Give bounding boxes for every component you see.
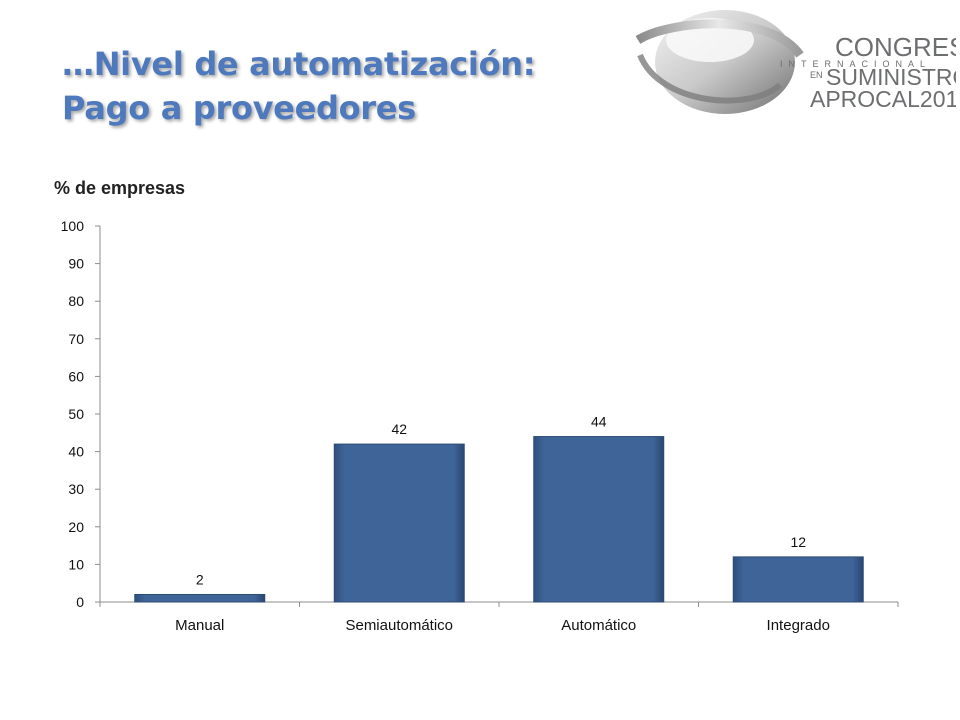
slide-title-line1: …Nivel de automatización: xyxy=(62,45,536,83)
data-label: 2 xyxy=(196,571,204,587)
y-tick-label: 10 xyxy=(68,556,84,572)
data-label: 12 xyxy=(790,534,806,550)
logo-word-suministros: SUMINISTROS xyxy=(826,64,956,90)
chart-title: % de empresas xyxy=(54,178,186,198)
congreso-logo: CONGRESO INTERNACIONAL EN SUMINISTROS AP… xyxy=(630,0,956,118)
x-tick-label: Automático xyxy=(561,617,636,634)
y-tick-label: 50 xyxy=(68,406,84,422)
y-tick-label: 20 xyxy=(68,519,84,535)
slide-title-line2: Pago a proveedores xyxy=(62,89,416,127)
globe-emblem-icon xyxy=(635,10,804,114)
logo-word-en: EN xyxy=(810,70,823,80)
y-tick-label: 60 xyxy=(68,368,84,384)
x-tick-label: Integrado xyxy=(767,617,830,634)
y-tick-label: 80 xyxy=(68,293,84,309)
data-label: 44 xyxy=(591,414,607,430)
bar xyxy=(533,436,665,603)
x-tick-label: Semiautomático xyxy=(345,617,453,634)
x-tick-label: Manual xyxy=(175,617,224,634)
slide-title: …Nivel de automatización: Pago a proveed… xyxy=(62,42,536,130)
y-tick-label: 90 xyxy=(68,256,84,272)
bar xyxy=(333,443,465,603)
data-label: 42 xyxy=(391,421,407,437)
y-tick-label: 100 xyxy=(61,218,85,234)
y-tick-label: 0 xyxy=(76,594,84,610)
logo-word-aprocal: APROCAL2013 xyxy=(810,86,956,112)
y-tick-label: 40 xyxy=(68,444,84,460)
y-tick-label: 70 xyxy=(68,331,84,347)
logo-word-congreso: CONGRESO xyxy=(835,32,956,62)
bar xyxy=(732,556,864,603)
logo-word-internacional: INTERNACIONAL xyxy=(780,59,931,69)
bar xyxy=(134,593,266,603)
y-tick-label: 30 xyxy=(68,481,84,497)
